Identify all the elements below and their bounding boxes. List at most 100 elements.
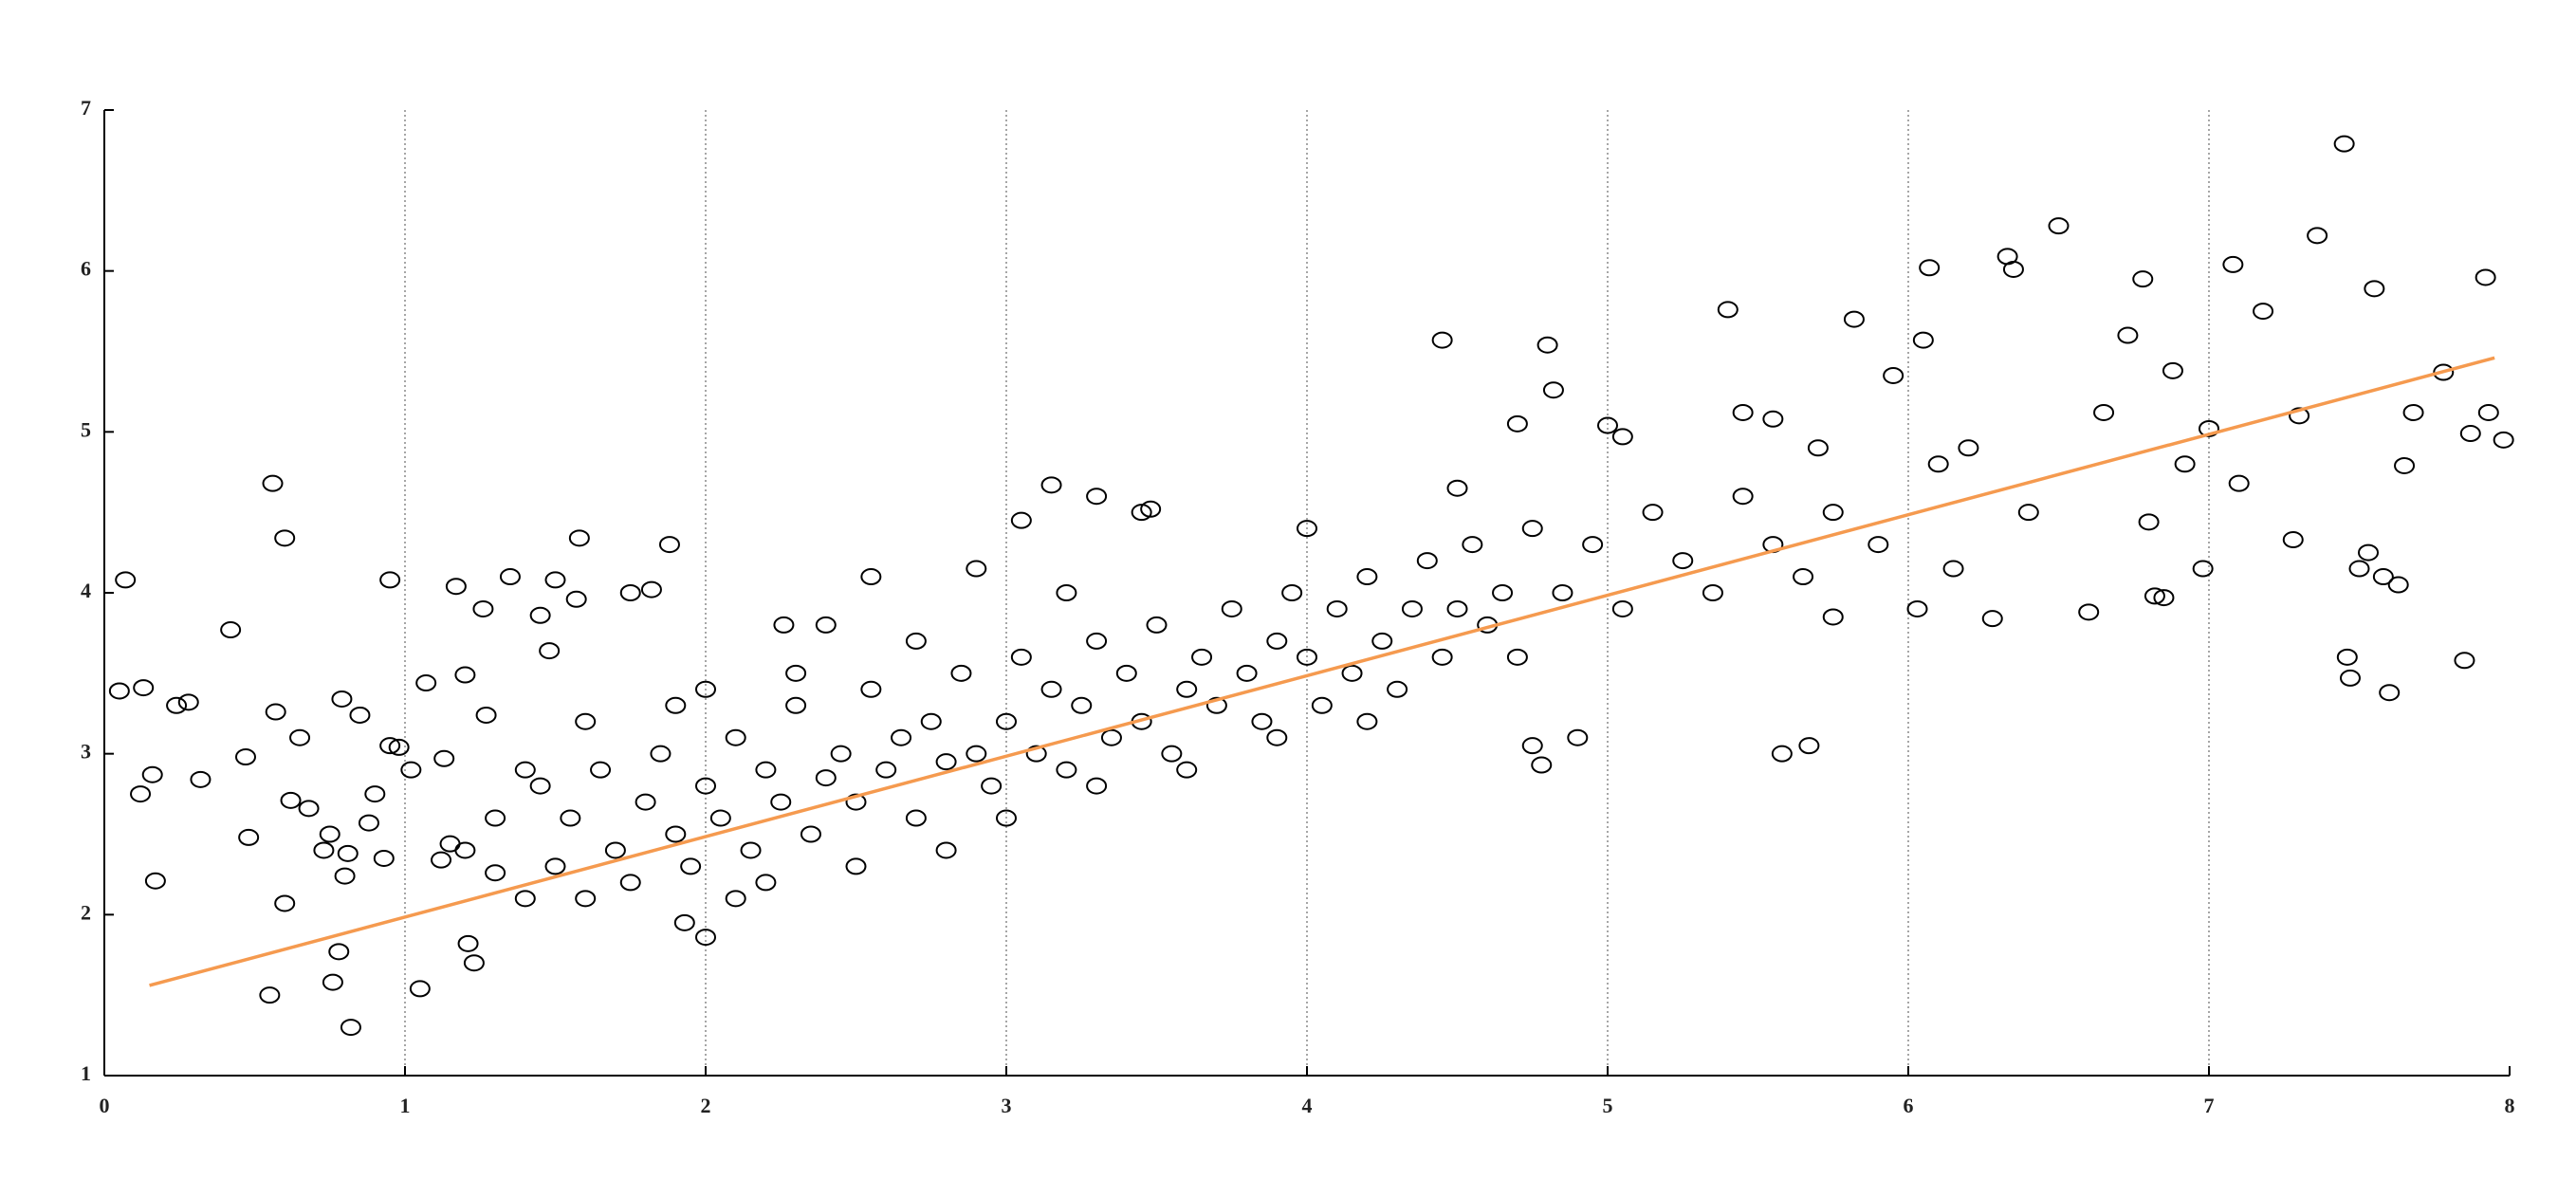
x-tick-label: 0 — [100, 1094, 110, 1117]
point — [2379, 684, 2401, 702]
point — [2132, 270, 2154, 288]
point — [1536, 336, 1558, 354]
point — [2192, 560, 2214, 578]
x-tick-label: 3 — [1002, 1094, 1012, 1117]
point — [1506, 648, 1528, 666]
point — [1506, 414, 1528, 433]
point — [2372, 568, 2394, 586]
point — [1462, 536, 1483, 554]
point — [935, 841, 957, 859]
point — [673, 913, 695, 931]
point — [1521, 520, 1543, 538]
point — [349, 706, 371, 724]
point — [2333, 135, 2355, 153]
point — [431, 851, 452, 869]
point — [996, 712, 1017, 730]
y-tick-label: 7 — [81, 96, 91, 120]
point — [529, 606, 551, 624]
point — [454, 666, 476, 684]
point — [2002, 260, 2024, 278]
point — [1582, 536, 1604, 554]
point — [1236, 664, 1258, 682]
point — [262, 474, 284, 492]
point — [1297, 648, 1317, 666]
point — [935, 753, 957, 771]
point — [1542, 381, 1564, 399]
point — [2117, 326, 2139, 344]
point — [2475, 268, 2496, 286]
y-tick-label: 6 — [81, 257, 91, 281]
point — [457, 934, 479, 952]
point — [115, 571, 137, 589]
point — [1958, 439, 1979, 457]
point — [1010, 648, 1032, 666]
point — [1919, 259, 1941, 277]
point — [575, 890, 597, 908]
point — [709, 809, 731, 827]
point — [1798, 737, 1820, 755]
point — [2228, 474, 2250, 492]
point — [619, 584, 641, 601]
point — [1086, 488, 1108, 506]
point — [177, 693, 199, 711]
point — [845, 793, 867, 811]
point — [740, 841, 762, 859]
point — [2364, 280, 2385, 298]
point — [1131, 504, 1152, 522]
point — [2093, 403, 2115, 421]
point — [2339, 669, 2361, 687]
point — [680, 857, 702, 875]
point — [604, 841, 626, 859]
point — [2222, 255, 2244, 273]
x-tick-label: 6 — [1904, 1094, 1914, 1117]
point — [2253, 303, 2274, 321]
point — [565, 590, 587, 608]
point — [1161, 745, 1183, 763]
point — [1266, 632, 1288, 650]
y-tick-label: 3 — [81, 740, 91, 764]
point — [1906, 599, 1928, 617]
point — [695, 929, 716, 947]
point — [1356, 712, 1378, 730]
point — [860, 680, 882, 698]
point — [1807, 439, 1829, 457]
point — [2144, 587, 2165, 605]
point — [1552, 584, 1573, 601]
point — [640, 580, 662, 598]
point — [340, 1019, 361, 1037]
point — [1732, 488, 1754, 506]
point — [1717, 301, 1739, 319]
point — [364, 785, 386, 803]
point — [996, 809, 1017, 827]
point — [2394, 456, 2416, 474]
point — [1010, 511, 1032, 529]
point — [665, 825, 687, 843]
y-tick-label: 4 — [81, 579, 91, 602]
point — [2138, 513, 2160, 531]
x-tick-label: 4 — [1302, 1094, 1313, 1117]
point — [529, 777, 551, 795]
point — [773, 616, 795, 634]
point — [475, 706, 497, 724]
point — [1431, 331, 1453, 349]
point — [1356, 568, 1378, 586]
point — [331, 690, 353, 708]
point — [1927, 455, 1949, 473]
point — [650, 745, 672, 763]
point — [1071, 696, 1093, 714]
point — [1056, 584, 1077, 601]
point — [1642, 504, 1664, 522]
point — [463, 954, 485, 972]
point — [635, 793, 656, 811]
y-tick-label: 2 — [81, 900, 91, 924]
point — [379, 737, 401, 755]
point — [1266, 728, 1288, 746]
point — [815, 769, 837, 787]
point — [1297, 520, 1317, 538]
point — [1191, 648, 1213, 666]
point — [755, 874, 777, 892]
point — [966, 745, 987, 763]
point — [1843, 310, 1865, 328]
point — [1040, 476, 1062, 494]
point — [388, 738, 410, 756]
